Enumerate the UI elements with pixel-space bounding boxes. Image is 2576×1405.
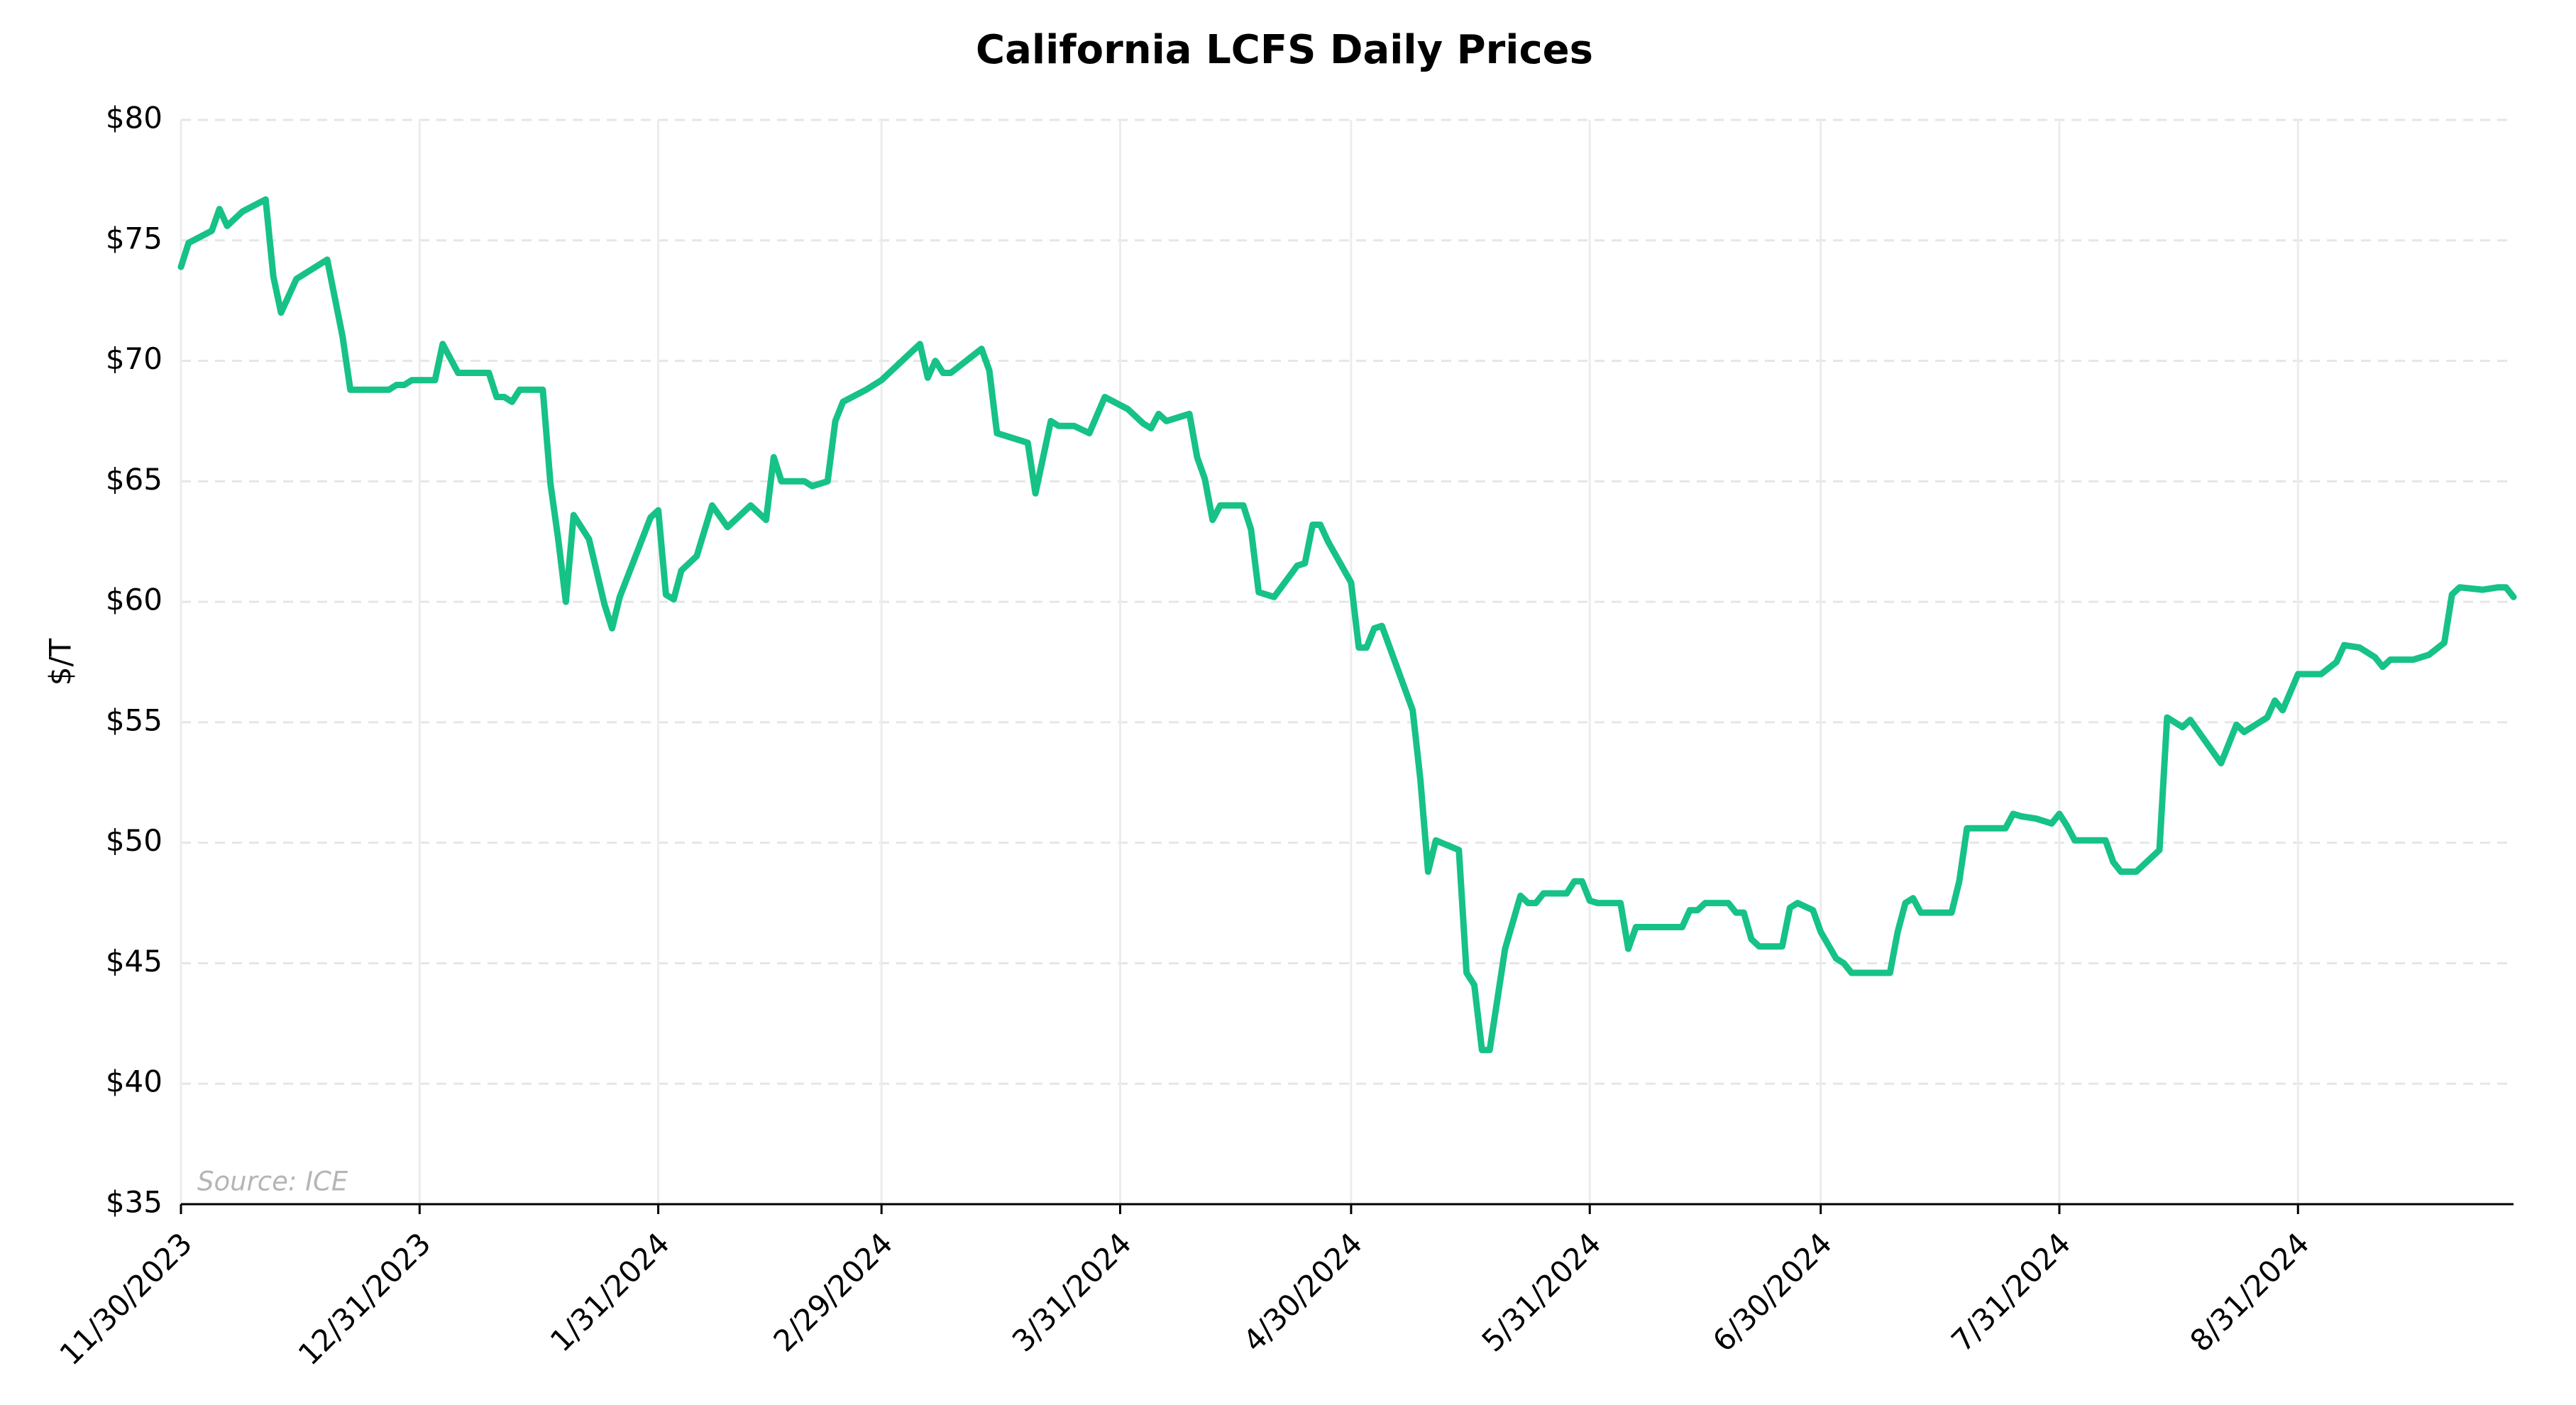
y-axis-label: $/T <box>43 638 78 685</box>
y-tick-label: $45 <box>106 944 163 979</box>
y-tick-label: $80 <box>106 101 163 136</box>
x-tick-label: 6/30/2024 <box>1706 1226 1839 1359</box>
x-tick-label: 8/31/2024 <box>2184 1226 2316 1359</box>
x-tick-label: 11/30/2023 <box>53 1226 199 1372</box>
y-tick-label: $50 <box>106 823 163 858</box>
y-tick-label: $65 <box>106 462 163 497</box>
chart-title: California LCFS Daily Prices <box>976 27 1593 73</box>
y-tick-label: $75 <box>106 221 163 255</box>
x-tick-label: 7/31/2024 <box>1944 1226 2077 1359</box>
y-tick-label: $40 <box>106 1064 163 1099</box>
y-tick-label: $35 <box>106 1185 163 1220</box>
x-tick-label: 12/31/2023 <box>292 1226 438 1372</box>
annotation: Source: ICE <box>197 1167 348 1197</box>
y-tick-label: $60 <box>106 583 163 617</box>
x-tick-label: 4/30/2024 <box>1236 1226 1369 1359</box>
x-tick-label: 2/29/2024 <box>766 1226 899 1359</box>
price-line <box>177 196 2517 1054</box>
x-tick-label: 1/31/2024 <box>544 1226 676 1359</box>
y-tick-label: $70 <box>106 341 163 376</box>
x-tick-label: 5/31/2024 <box>1475 1226 1607 1359</box>
x-tick-label: 3/31/2024 <box>1006 1226 1138 1359</box>
y-tick-label: $55 <box>106 702 163 737</box>
